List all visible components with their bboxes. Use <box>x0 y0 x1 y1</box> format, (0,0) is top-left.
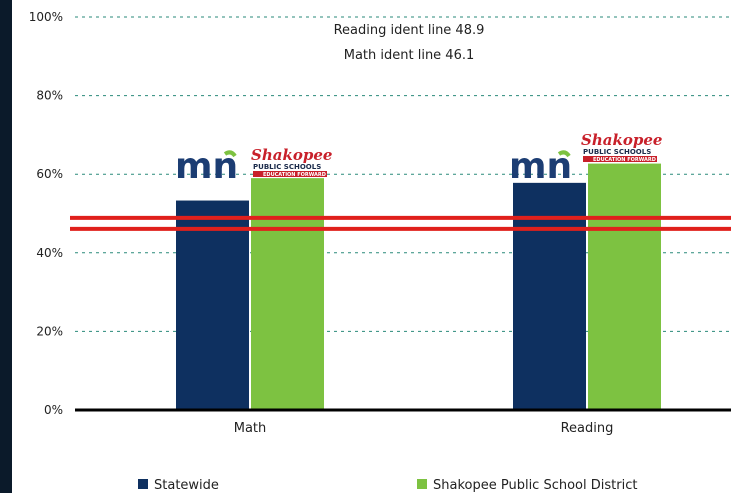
legend-swatch-statewide <box>138 479 148 489</box>
y-tick-label: 60% <box>36 167 63 181</box>
x-category-label: Reading <box>561 421 614 436</box>
bar-chart: 0% 20% 40% 60% 80% 100% Reading ident line 48… <box>29 10 731 493</box>
education-forward-banner <box>253 171 327 177</box>
shakopee-logo: Shakopee PUBLIC SCHOOLS EDUCATION FORWAR… <box>581 131 662 163</box>
reference-lines <box>70 215 731 231</box>
logo-group-math: mn Shakopee PUBLIC SCHOOLS EDUCATION FOR… <box>175 146 332 187</box>
bar-reading-statewide <box>513 182 586 410</box>
legend-label-shakopee: Shakopee Public School District <box>433 478 637 493</box>
shakopee-logo-text: Shakopee <box>581 131 662 149</box>
education-forward-banner <box>583 156 657 162</box>
bar-reading-shakopee <box>588 163 661 410</box>
bars <box>176 163 661 410</box>
y-tick-label: 100% <box>29 10 63 24</box>
y-tick-label: 0% <box>44 403 63 417</box>
mn-logo-swoosh <box>223 150 237 158</box>
bar-math-statewide <box>176 200 249 410</box>
annotation-math-ident: Math ident line 46.1 <box>344 48 475 63</box>
y-tick-label: 20% <box>36 324 63 338</box>
logo-group-reading: mn Shakopee PUBLIC SCHOOLS EDUCATION FOR… <box>509 131 662 187</box>
mn-logo: mn <box>509 146 572 187</box>
education-forward-text: EDUCATION FORWARD <box>593 157 656 163</box>
bar-math-shakopee <box>251 178 324 410</box>
y-axis-ticks: 0% 20% 40% 60% 80% 100% <box>29 10 63 417</box>
y-tick-label: 40% <box>36 246 63 260</box>
legend: Statewide Shakopee Public School Distric… <box>138 478 637 493</box>
y-tick-label: 80% <box>36 89 63 103</box>
shakopee-logo: Shakopee PUBLIC SCHOOLS EDUCATION FORWAR… <box>251 146 332 178</box>
annotation-reading-ident: Reading ident line 48.9 <box>334 23 485 38</box>
education-forward-text: EDUCATION FORWARD <box>263 172 326 178</box>
legend-item-shakopee: Shakopee Public School District <box>417 478 637 493</box>
x-axis-categories: Math Reading <box>234 421 614 436</box>
legend-item-statewide: Statewide <box>138 478 219 493</box>
public-schools-text: PUBLIC SCHOOLS <box>253 163 321 171</box>
legend-label-statewide: Statewide <box>154 478 219 493</box>
public-schools-text: PUBLIC SCHOOLS <box>583 148 651 156</box>
shakopee-logo-text: Shakopee <box>251 146 332 164</box>
mn-logo: mn <box>175 146 238 187</box>
mn-logo-swoosh <box>557 150 571 158</box>
legend-swatch-shakopee <box>417 479 427 489</box>
x-category-label: Math <box>234 421 267 436</box>
